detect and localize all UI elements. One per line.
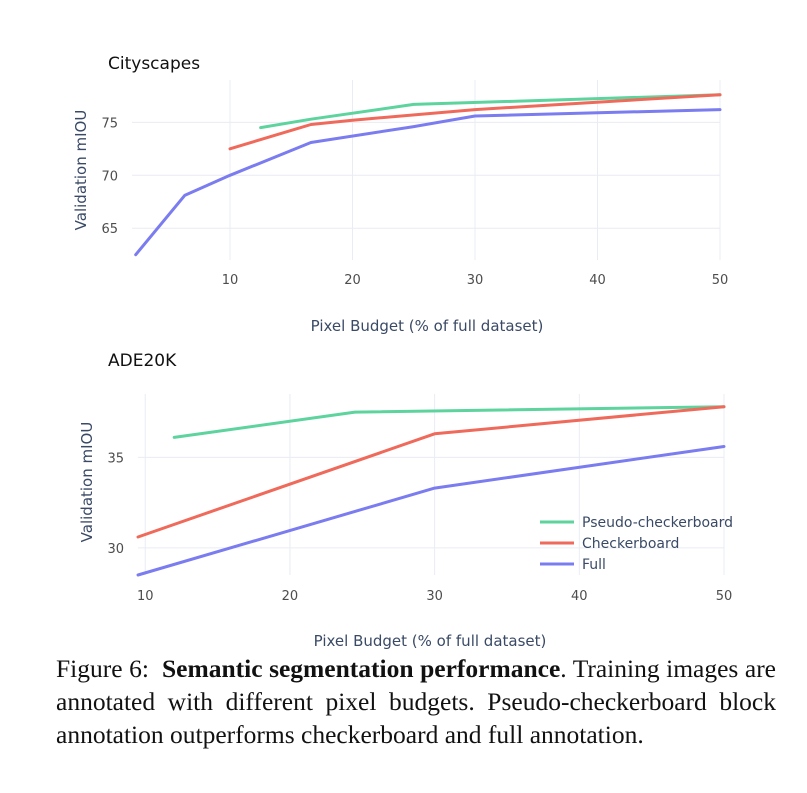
series-lines <box>134 93 722 257</box>
x-tick-label: 40 <box>571 589 588 604</box>
x-tick-label: 50 <box>712 273 729 288</box>
legend: Pseudo-checkerboard Checkerboard Full <box>540 515 733 573</box>
figure: Cityscapes 65 70 75 10 20 30 40 50 Pixel Budge… <box>72 54 733 650</box>
x-tick-label: 10 <box>137 589 154 604</box>
y-tick-labels: 65 70 75 <box>101 116 118 237</box>
y-tick-label: 75 <box>101 116 118 131</box>
x-tick-label: 40 <box>589 273 606 288</box>
x-tick-label: 10 <box>222 273 239 288</box>
series-line-checkerboard <box>136 405 726 539</box>
x-tick-label: 30 <box>467 273 484 288</box>
x-axis-label: Pixel Budget (% of full dataset) <box>311 317 544 335</box>
ade20k-chart: ADE20K 30 35 10 20 30 40 50 Pseudo-checkerboa… <box>78 351 733 650</box>
x-tick-label: 20 <box>282 589 299 604</box>
x-tick-labels: 10 20 30 40 50 <box>137 589 732 604</box>
series-line-full <box>136 445 726 577</box>
legend-label: Checkerboard <box>582 536 679 552</box>
caption-label: Figure 6: <box>56 654 149 683</box>
x-tick-label: 30 <box>426 589 443 604</box>
x-tick-label: 50 <box>716 589 733 604</box>
caption-text: . Training images are annotated with dif… <box>56 654 776 749</box>
gridlines <box>138 394 725 575</box>
caption-bold-title: Semantic segmentation performance <box>161 654 561 683</box>
gridlines <box>132 80 721 260</box>
y-axis-label: Validation mIOU <box>78 422 96 543</box>
x-tick-labels: 10 20 30 40 50 <box>222 273 729 288</box>
y-tick-label: 35 <box>107 451 124 466</box>
y-tick-labels: 30 35 <box>107 451 124 556</box>
y-tick-label: 30 <box>107 542 124 557</box>
y-tick-label: 70 <box>101 169 118 184</box>
series-line-pseudo-checkerboard <box>172 405 726 439</box>
series-lines <box>136 405 726 577</box>
cityscapes-chart: Cityscapes 65 70 75 10 20 30 40 50 Pixel Budge… <box>72 54 728 335</box>
y-tick-label: 65 <box>101 222 118 237</box>
legend-label: Full <box>582 557 606 573</box>
y-axis-label: Validation mIOU <box>72 110 90 231</box>
series-line-pseudo-checkerboard <box>259 93 722 130</box>
legend-label: Pseudo-checkerboard <box>582 515 733 531</box>
x-tick-label: 20 <box>344 273 361 288</box>
figure-caption: Figure 6: Semantic segmentation performa… <box>56 652 776 751</box>
series-line-checkerboard <box>228 93 722 151</box>
chart-title: ADE20K <box>108 351 177 371</box>
x-axis-label: Pixel Budget (% of full dataset) <box>314 632 547 650</box>
chart-title: Cityscapes <box>108 54 200 74</box>
series-line-full <box>134 108 722 257</box>
